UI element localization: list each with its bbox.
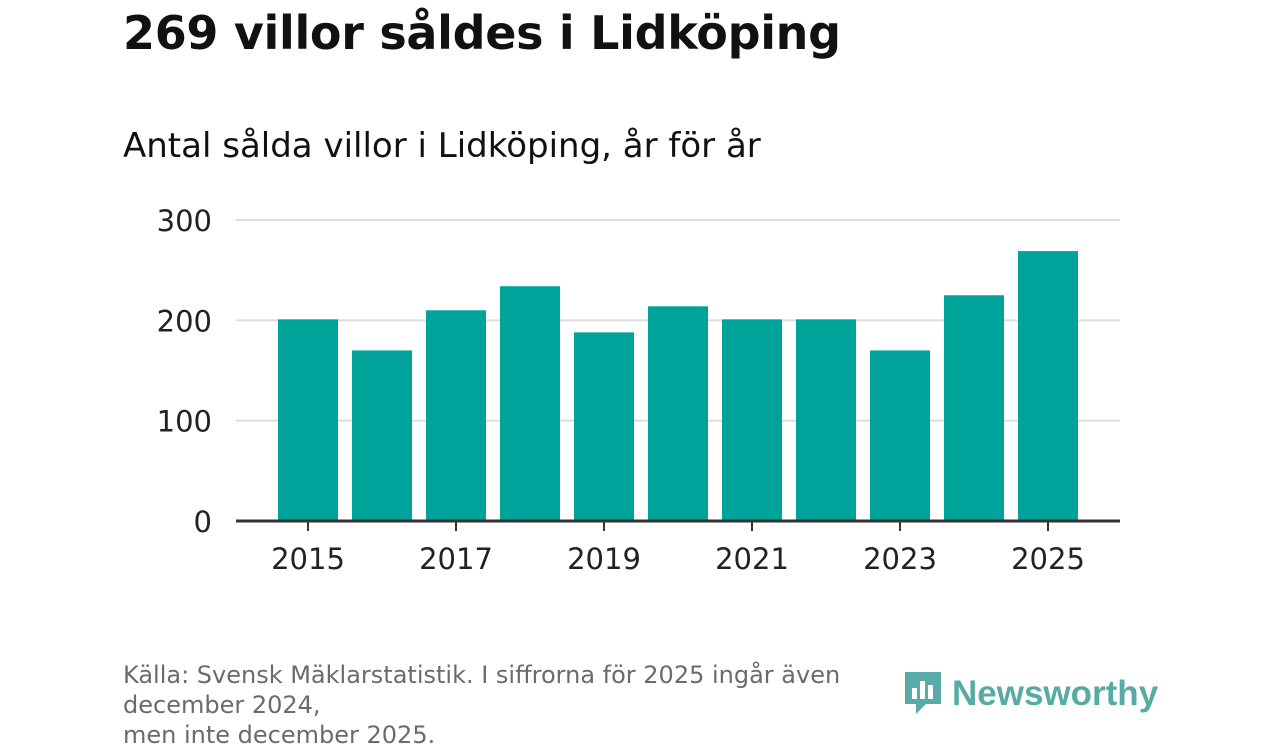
bar-2016 xyxy=(352,350,412,521)
bar-chart: 0 100 200 300 2015 2017 2019 2021 2023 2025 xyxy=(157,204,1120,576)
x-tick-label-2021: 2021 xyxy=(715,542,789,576)
bars xyxy=(278,251,1078,521)
bar-2022 xyxy=(796,319,856,521)
y-tick-label-0: 0 xyxy=(194,505,212,539)
y-tick-label-100: 100 xyxy=(157,405,212,439)
x-tick-label-2017: 2017 xyxy=(419,542,493,576)
bar-2015 xyxy=(278,319,338,521)
source-line-2: men inte december 2025. xyxy=(123,721,436,749)
axes: 0 100 200 300 2015 2017 2019 2021 2023 2025 xyxy=(157,204,1120,576)
newsworthy-brand: Newsworthy xyxy=(902,670,1158,718)
bar-2017 xyxy=(426,310,486,521)
bar-2018 xyxy=(500,286,560,521)
source-line-1: Källa: Svensk Mäklarstatistik. I siffror… xyxy=(123,661,841,719)
bar-2020 xyxy=(648,306,708,521)
bar-2025 xyxy=(1018,251,1078,521)
y-tick-label-200: 200 xyxy=(157,304,212,338)
chart-subtitle: Antal sålda villor i Lidköping, år för å… xyxy=(123,126,761,166)
x-tick-label-2015: 2015 xyxy=(271,542,345,576)
brand-name: Newsworthy xyxy=(952,674,1159,713)
source-note: Källa: Svensk Mäklarstatistik. I siffror… xyxy=(123,660,903,750)
x-tick-label-2023: 2023 xyxy=(863,542,937,576)
bar-2021 xyxy=(722,319,782,521)
chart-title: 269 villor såldes i Lidköping xyxy=(123,6,841,60)
x-tick-label-2019: 2019 xyxy=(567,542,641,576)
bar-2024 xyxy=(944,295,1004,521)
bar-2023 xyxy=(870,350,930,521)
x-tick-label-2025: 2025 xyxy=(1011,542,1085,576)
bar-2019 xyxy=(574,332,634,521)
y-tick-label-300: 300 xyxy=(157,204,212,238)
newsworthy-logo-icon xyxy=(902,668,944,720)
